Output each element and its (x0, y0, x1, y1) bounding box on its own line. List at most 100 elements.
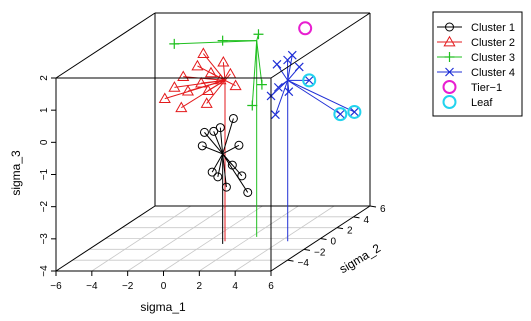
data-point (335, 109, 345, 119)
legend-box (432, 11, 523, 117)
data-point (199, 127, 209, 137)
data-point (201, 84, 215, 95)
data-point (304, 75, 314, 85)
spoke-line (287, 55, 293, 81)
spoke-line (224, 79, 236, 87)
y-tick-label: −2 (314, 247, 326, 258)
data-point (237, 171, 247, 181)
z-tick-label: −3 (39, 233, 50, 245)
spoke-line (222, 153, 227, 188)
spoke-line (222, 62, 226, 81)
data-point (256, 79, 267, 90)
data-point (209, 126, 219, 136)
data-point (243, 187, 253, 197)
spoke-line (256, 40, 263, 85)
legend-label: Cluster 3 (471, 52, 515, 64)
legend-marker (445, 67, 454, 77)
y-tick (336, 227, 344, 230)
y-tick-label: 6 (380, 204, 386, 215)
box-edge (55, 205, 156, 272)
x-tick-label: 2 (197, 281, 203, 292)
data-point (273, 82, 283, 92)
data-point (197, 47, 210, 58)
data-point (224, 67, 237, 79)
spoke-line (287, 79, 355, 113)
spoke-line (287, 80, 290, 92)
floor-grid (72, 205, 354, 272)
z-tick-label: 2 (39, 75, 50, 81)
data-point (213, 172, 223, 182)
data-point (229, 79, 242, 91)
data-point (228, 113, 238, 123)
highlight-point (298, 21, 313, 36)
legend-marker (443, 35, 456, 47)
x-tick-label: 6 (268, 281, 274, 292)
spoke-line (251, 40, 258, 106)
y-tick-label: 4 (364, 215, 370, 226)
data-point (197, 141, 207, 151)
spoke-line (224, 73, 231, 81)
data-point (214, 73, 227, 85)
spoke-line (287, 79, 341, 115)
spoke-line (274, 80, 289, 115)
data-point (221, 182, 231, 192)
legend-label: Cluster 4 (471, 67, 515, 79)
z-axis-label: sigma_3 (9, 150, 23, 196)
data-point (217, 55, 230, 67)
x-tick-label: 0 (161, 281, 167, 292)
legend-marker (445, 22, 454, 32)
data-point (227, 160, 237, 170)
data-point (181, 84, 195, 96)
x-axis-label: sigma_1 (140, 300, 186, 314)
spoke-line (222, 153, 249, 193)
highlight-point (333, 107, 348, 122)
data-point (169, 38, 180, 49)
x-tick-label: −6 (50, 281, 62, 292)
spoke-line (222, 118, 234, 154)
legend-marker (442, 95, 457, 109)
data-point (195, 76, 208, 88)
y-tick (353, 216, 360, 219)
legend-marker (444, 52, 455, 62)
y-tick-label: −4 (298, 258, 310, 269)
y-axis-label: sigma_2 (337, 241, 383, 277)
data-point (215, 123, 225, 133)
spoke-line (222, 144, 240, 155)
spoke-line (187, 79, 226, 92)
spoke-line (204, 132, 224, 155)
spoke-line (211, 153, 224, 173)
data-points (158, 21, 362, 197)
y-tick (287, 259, 294, 262)
data-point (294, 62, 304, 72)
data-point (207, 167, 217, 177)
drop-lines (222, 40, 289, 244)
z-tick-label: −1 (39, 168, 50, 180)
z-tick-label: 0 (39, 139, 50, 145)
data-point (191, 59, 204, 71)
y-tick-label: 2 (347, 226, 353, 237)
highlight-point (347, 104, 362, 119)
data-point (234, 140, 244, 150)
legend-label: Leaf (471, 97, 493, 109)
legend-label: Cluster 2 (471, 37, 515, 49)
data-point (253, 29, 264, 40)
spoke-line (222, 153, 243, 177)
box-edge (270, 12, 371, 79)
data-point (284, 87, 294, 97)
legend-marker (442, 80, 457, 94)
cluster-spokes (164, 34, 355, 193)
data-point (168, 81, 181, 92)
data-point (204, 66, 218, 78)
legend-label: Cluster 1 (471, 22, 515, 34)
y-tick (303, 248, 311, 251)
data-point (287, 50, 297, 60)
data-point (349, 107, 359, 117)
y-tick (369, 205, 377, 208)
data-point (158, 92, 171, 104)
data-point (200, 97, 213, 108)
y-tick-label: 0 (331, 237, 337, 248)
x-tick-label: −2 (122, 281, 134, 292)
highlight-point (302, 73, 317, 88)
